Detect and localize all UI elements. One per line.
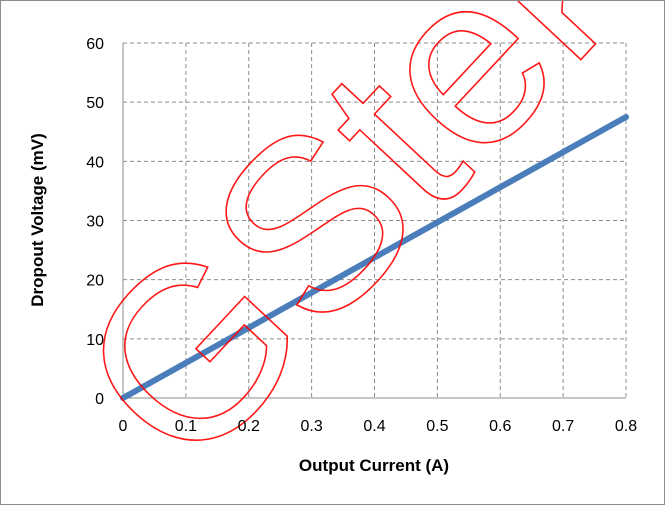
x-tick-label: 0 bbox=[119, 418, 128, 435]
y-tick-label: 0 bbox=[95, 391, 104, 408]
y-tick-label: 10 bbox=[86, 332, 104, 349]
x-tick-label: 0.2 bbox=[238, 418, 260, 435]
y-tick-label: 50 bbox=[86, 95, 104, 112]
x-tick-label: 0.3 bbox=[301, 418, 323, 435]
data-series bbox=[120, 114, 629, 401]
x-tick-label: 0.4 bbox=[363, 418, 385, 435]
y-tick-label: 60 bbox=[86, 36, 104, 53]
x-tick-label: 0.1 bbox=[175, 418, 197, 435]
x-tick-label: 0.6 bbox=[489, 418, 511, 435]
y-axis-title: Dropout Voltage (mV) bbox=[28, 133, 47, 306]
x-tick-label: 0.5 bbox=[426, 418, 448, 435]
y-tick-label: 30 bbox=[86, 214, 104, 231]
y-tick-label: 40 bbox=[86, 154, 104, 171]
x-axis-title: Output Current (A) bbox=[299, 456, 449, 475]
tick-labels: 0 0.1 0.2 0.3 0.4 0.5 0.6 0.7 0.8 0 10 20 30 40 50 60 bbox=[86, 36, 637, 435]
axes bbox=[122, 43, 626, 399]
x-tick-label: 0.7 bbox=[552, 418, 574, 435]
series-line-1 bbox=[120, 114, 629, 401]
y-tick-label: 20 bbox=[86, 273, 104, 290]
x-tick-label: 0.8 bbox=[615, 418, 637, 435]
